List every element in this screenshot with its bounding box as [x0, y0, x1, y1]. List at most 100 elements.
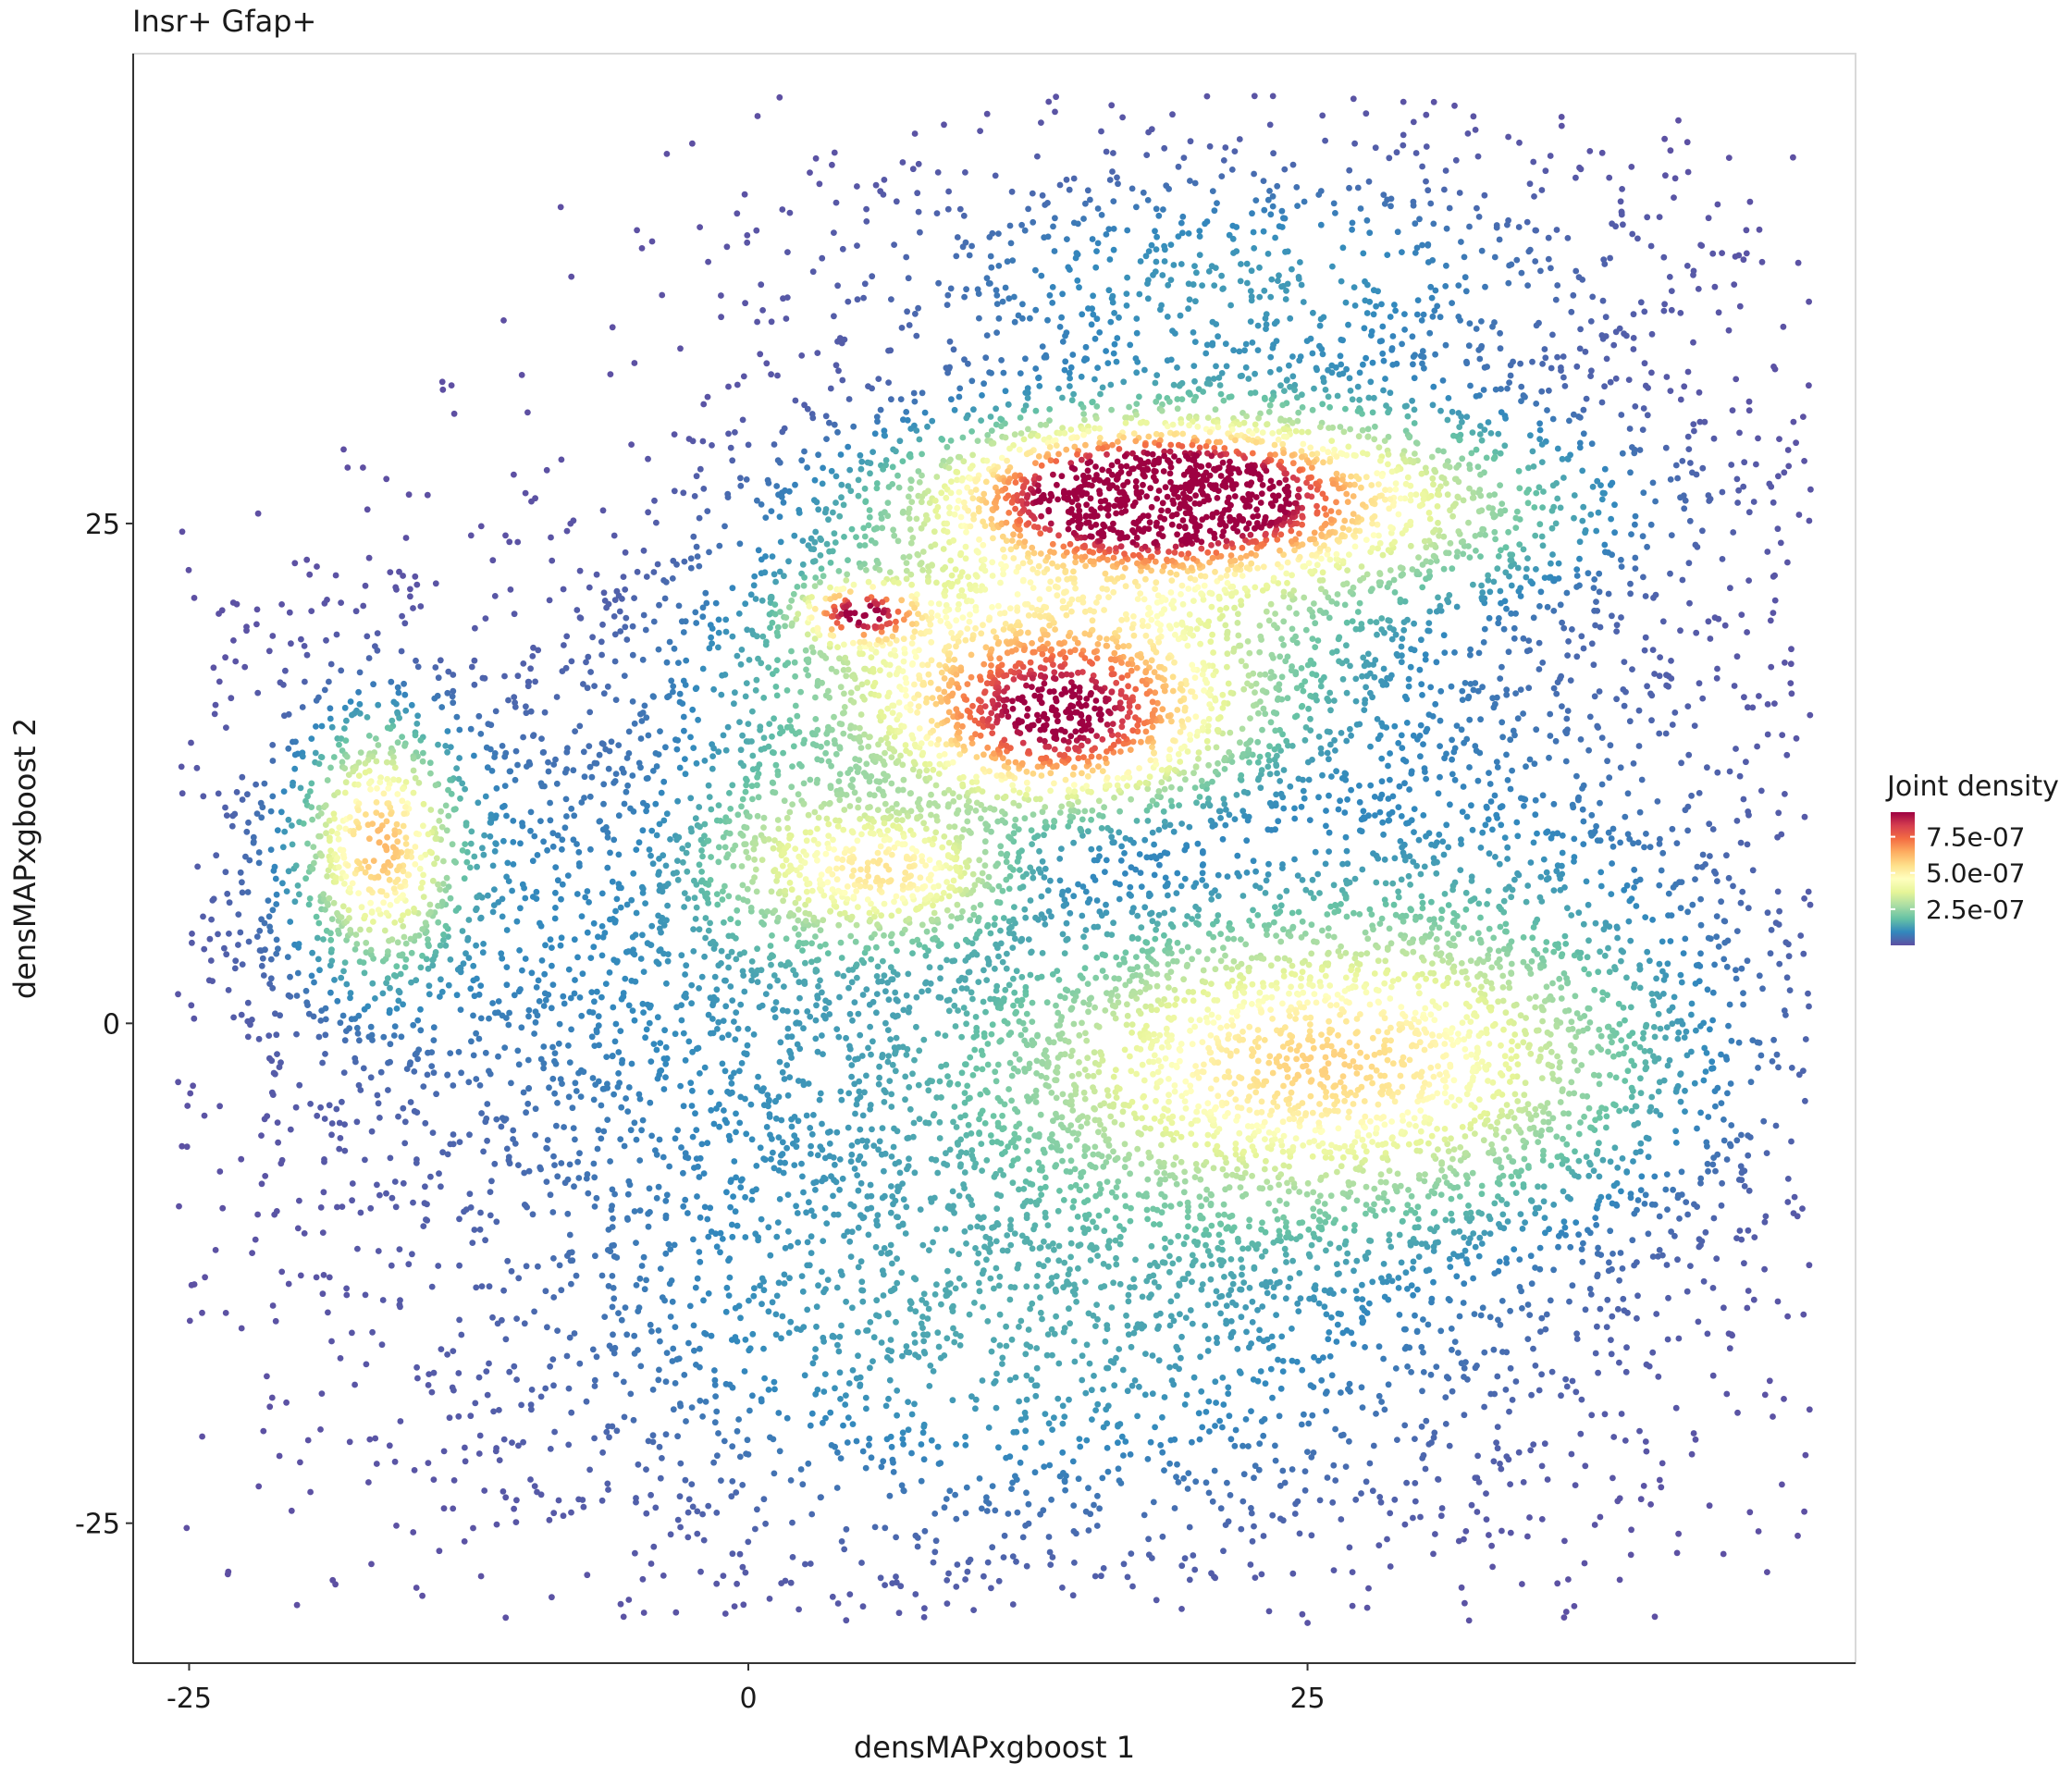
scatter-point — [771, 1386, 778, 1393]
scatter-point — [1721, 622, 1729, 629]
scatter-point — [781, 1280, 788, 1287]
scatter-point — [566, 1231, 574, 1239]
scatter-point — [502, 1116, 510, 1123]
scatter-point — [216, 1168, 224, 1175]
scatter-point — [1400, 1326, 1408, 1333]
scatter-point — [413, 581, 421, 588]
scatter-point — [458, 1069, 464, 1077]
scatter-point — [1761, 1265, 1768, 1273]
scatter-point — [690, 745, 697, 751]
scatter-point — [1183, 842, 1190, 848]
scatter-point — [583, 1398, 590, 1405]
scatter-point — [1296, 357, 1303, 364]
scatter-point — [221, 944, 228, 952]
scatter-point — [510, 839, 517, 845]
scatter-point — [413, 657, 419, 664]
scatter-point — [1349, 1569, 1356, 1575]
scatter-point — [1337, 352, 1344, 360]
scatter-point — [1361, 325, 1368, 332]
scatter-point — [574, 954, 581, 961]
scatter-point — [1393, 650, 1400, 658]
scatter-point — [1432, 287, 1439, 294]
scatter-point — [1228, 166, 1236, 173]
scatter-point — [1279, 865, 1286, 871]
scatter-point — [1605, 1267, 1612, 1275]
scatter-point — [277, 1012, 283, 1019]
scatter-point — [1027, 314, 1033, 322]
scatter-point — [1002, 284, 1009, 291]
scatter-point — [862, 1394, 870, 1401]
scatter-point — [753, 1163, 760, 1169]
scatter-point — [772, 1311, 780, 1318]
scatter-point — [1485, 419, 1492, 426]
scatter-point — [1151, 871, 1158, 879]
scatter-point — [1212, 1423, 1218, 1429]
scatter-point — [1667, 147, 1674, 154]
scatter-point — [603, 1428, 610, 1436]
scatter-point — [1466, 764, 1473, 771]
scatter-point — [1053, 93, 1059, 101]
scatter-point — [765, 1387, 772, 1393]
scatter-point — [1363, 1604, 1371, 1611]
scatter-point — [412, 573, 419, 580]
scatter-point — [708, 634, 714, 641]
scatter-point — [518, 372, 525, 378]
scatter-point — [982, 354, 990, 362]
scatter-point — [885, 1395, 892, 1402]
scatter-point — [561, 769, 569, 776]
scatter-point — [1461, 253, 1468, 261]
scatter-point — [1702, 1068, 1709, 1075]
scatter-point — [1591, 1522, 1598, 1528]
scatter-point — [377, 1068, 385, 1076]
scatter-point — [292, 738, 299, 746]
scatter-point — [1378, 755, 1386, 762]
scatter-point — [1768, 927, 1775, 933]
scatter-point — [1432, 351, 1438, 358]
scatter-point — [1217, 1505, 1225, 1512]
scatter-point — [1445, 1296, 1452, 1302]
scatter-point — [1128, 893, 1134, 899]
scatter-point — [1688, 1000, 1696, 1007]
scatter-point — [559, 881, 566, 888]
scatter-point — [681, 1372, 688, 1378]
scatter-point — [1432, 842, 1438, 849]
scatter-point — [475, 991, 483, 998]
scatter-point — [933, 210, 941, 217]
scatter-point — [1011, 318, 1018, 326]
scatter-point — [1191, 1566, 1199, 1573]
scatter-point — [566, 1059, 574, 1066]
scatter-point — [1740, 256, 1747, 264]
scatter-point — [1114, 335, 1121, 341]
scatter-point — [1417, 722, 1424, 729]
scatter-point — [1593, 822, 1599, 830]
scatter-point — [1420, 812, 1427, 819]
scatter-point — [1105, 226, 1113, 233]
scatter-point — [1541, 346, 1548, 352]
scatter-point — [1025, 1520, 1032, 1527]
scatter-point — [1144, 295, 1152, 302]
scatter-point — [1047, 1561, 1054, 1568]
scatter-point — [1704, 1330, 1711, 1338]
scatter-point — [1710, 1215, 1718, 1222]
scatter-point — [387, 1154, 394, 1162]
scatter-point — [729, 1443, 736, 1450]
scatter-point — [444, 1151, 451, 1158]
scatter-point — [320, 1189, 327, 1196]
scatter-point — [889, 1456, 896, 1463]
scatter-point — [540, 1003, 548, 1009]
scatter-point — [1745, 509, 1753, 516]
scatter-point — [500, 1436, 508, 1443]
scatter-point — [800, 1189, 807, 1196]
scatter-point — [1438, 1505, 1446, 1511]
scatter-point — [684, 1210, 691, 1216]
scatter-point — [268, 1089, 276, 1096]
scatter-point — [1751, 1234, 1758, 1240]
scatter-point — [1573, 566, 1581, 573]
scatter-point — [645, 1223, 652, 1230]
scatter-point — [1265, 860, 1272, 868]
scatter-point — [646, 1019, 653, 1027]
scatter-point — [262, 946, 268, 954]
scatter-point — [1191, 179, 1199, 187]
scatter-point — [638, 718, 646, 724]
scatter-point — [1304, 1620, 1311, 1626]
